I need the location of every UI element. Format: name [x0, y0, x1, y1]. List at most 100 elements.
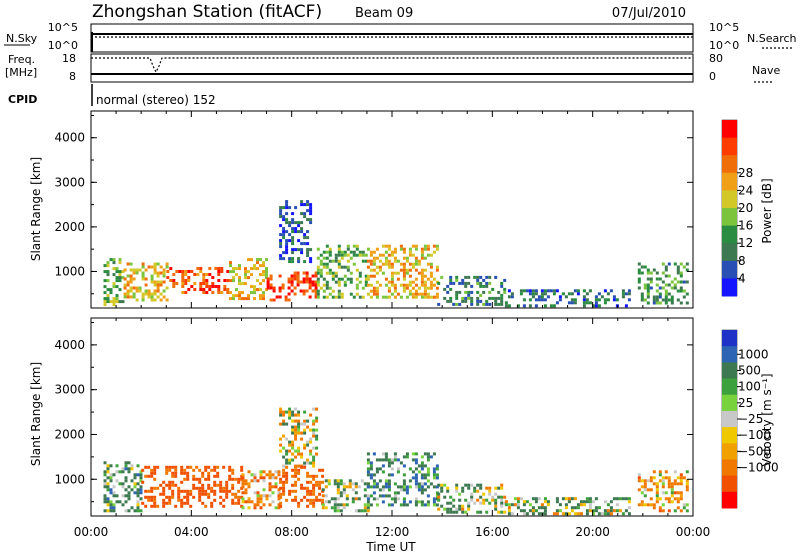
velocity-cell — [658, 497, 662, 501]
velocity-cell — [106, 497, 110, 501]
power-cell — [372, 262, 376, 266]
power-cell — [208, 285, 212, 288]
velocity-cell — [658, 506, 662, 510]
power-cell — [667, 283, 671, 287]
velocity-cell — [435, 476, 439, 480]
velocity-cell — [121, 503, 125, 507]
velocity-cell — [679, 491, 683, 495]
power-cell — [399, 295, 403, 299]
power-cell — [208, 273, 212, 276]
velocity-cell — [612, 497, 616, 501]
power-cell — [220, 270, 224, 273]
power-cell — [244, 273, 247, 277]
power-cell — [223, 285, 227, 288]
velocity-cell — [655, 497, 659, 501]
power-cell — [172, 282, 176, 285]
velocity-cell — [357, 485, 361, 489]
power-cell — [253, 285, 256, 289]
power-cell — [282, 215, 286, 219]
velocity-cell — [621, 497, 625, 501]
velocity-cell — [372, 482, 376, 486]
velocity-cell — [294, 419, 298, 423]
power-cell — [253, 297, 256, 301]
power-cell — [352, 244, 356, 248]
power-cell — [658, 301, 662, 305]
power-cell — [467, 275, 471, 279]
velocity-cell — [366, 506, 370, 510]
power-cell — [132, 271, 136, 275]
power-cell — [664, 265, 668, 269]
velocity-cell — [664, 491, 668, 495]
velocity-cell — [274, 470, 278, 474]
velocity-cell — [345, 503, 349, 507]
velocity-cell — [139, 491, 143, 495]
velocity-cell — [153, 486, 157, 490]
power-cell — [325, 244, 329, 248]
power-cell — [265, 288, 268, 292]
velocity-cell — [282, 471, 286, 475]
power-cell — [202, 273, 206, 276]
power-cell — [337, 295, 341, 299]
velocity-cell — [216, 471, 220, 475]
velocity-cell — [369, 464, 373, 468]
power-cell — [355, 244, 359, 248]
power-cell — [464, 284, 468, 288]
velocity-cell — [174, 468, 178, 472]
velocity-cell — [402, 485, 406, 489]
velocity-cell — [168, 495, 172, 499]
velocity-cell — [306, 492, 310, 496]
power-cell — [358, 250, 362, 254]
velocity-cell — [300, 455, 304, 459]
velocity-cell — [297, 428, 301, 432]
power-cell — [390, 262, 394, 266]
velocity-cell — [231, 501, 235, 505]
velocity-cell — [279, 410, 283, 414]
velocity-cell — [124, 494, 128, 498]
velocity-cell — [312, 407, 316, 411]
power-cell — [482, 302, 486, 306]
velocity-cell — [201, 492, 205, 496]
velocity-cell — [399, 485, 403, 489]
velocity-cell — [219, 501, 223, 505]
power-cell — [282, 257, 286, 261]
velocity-cell — [440, 486, 444, 490]
power-cell — [279, 239, 283, 243]
velocity-cell — [309, 449, 313, 453]
velocity-cell — [324, 506, 328, 510]
velocity-cell — [402, 473, 406, 477]
power-cell — [316, 271, 320, 275]
velocity-cell — [136, 494, 140, 498]
velocity-cell — [124, 488, 128, 492]
power-cell — [494, 275, 498, 279]
velocity-cell — [615, 509, 619, 513]
power-cell — [217, 291, 221, 294]
power-cell — [393, 250, 397, 254]
velocity-cell — [234, 492, 238, 496]
velocity-cell — [315, 474, 319, 478]
power-cell — [682, 265, 686, 269]
velocity-cell — [467, 507, 471, 511]
velocity-cell — [300, 498, 304, 502]
velocity-cell — [294, 428, 298, 432]
velocity-cell — [649, 476, 653, 480]
velocity-cell — [231, 483, 235, 487]
velocity-cell — [476, 498, 480, 502]
power-cell — [488, 296, 492, 300]
velocity-cell — [247, 470, 251, 474]
velocity-cell — [420, 461, 424, 465]
power-cell — [682, 295, 686, 299]
power-cell — [308, 283, 312, 287]
power-cell — [497, 290, 501, 294]
power-cell — [494, 302, 498, 306]
velocity-cell — [228, 477, 232, 481]
velocity-cell — [271, 476, 275, 480]
power-cell — [464, 275, 468, 279]
power-cell — [432, 277, 436, 281]
power-cell — [328, 286, 332, 290]
power-cell — [658, 286, 662, 290]
power-cell — [319, 253, 323, 257]
velocity-cell — [282, 422, 286, 426]
power-cell — [302, 280, 306, 284]
velocity-cell — [375, 470, 379, 474]
power-cell — [646, 268, 650, 272]
